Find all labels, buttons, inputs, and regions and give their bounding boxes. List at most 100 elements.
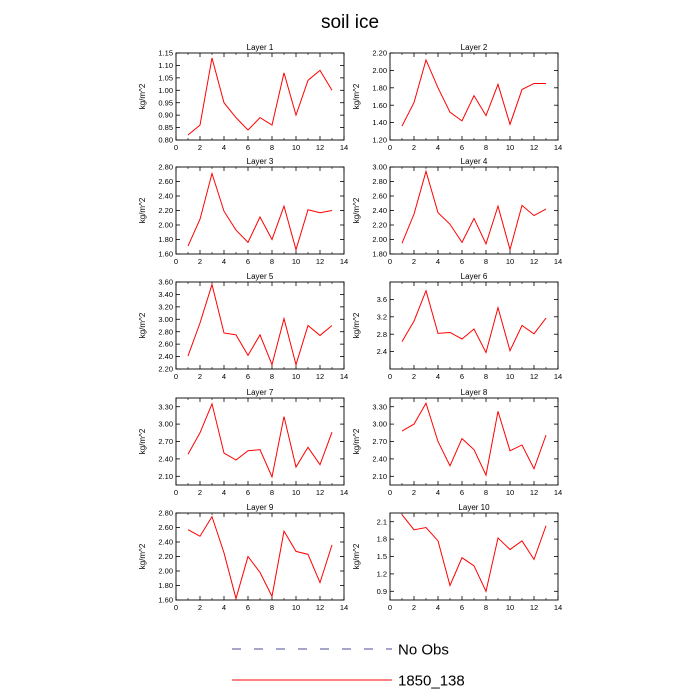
- y-tick-label: 2.20: [158, 552, 173, 561]
- y-tick-label: 2.80: [158, 327, 173, 336]
- x-tick-label: 8: [270, 372, 274, 381]
- x-tick-label: 4: [222, 372, 226, 381]
- y-axis-label: kg/m^2: [352, 312, 361, 338]
- x-tick-label: 14: [340, 257, 348, 266]
- y-tick-label: 0.9: [377, 587, 387, 596]
- y-tick-label: 1.2: [377, 570, 387, 579]
- y-tick-label: 2.70: [158, 437, 173, 446]
- y-tick-label: 1.10: [158, 61, 173, 70]
- series-line-1850-138: [187, 57, 333, 136]
- x-tick-label: 8: [484, 257, 488, 266]
- x-tick-label: 14: [340, 372, 348, 381]
- x-tick-label: 4: [436, 257, 440, 266]
- x-tick-label: 8: [270, 143, 274, 152]
- series-line-1850-138: [401, 514, 547, 593]
- x-tick-label: 0: [388, 257, 392, 266]
- y-tick-label: 2.1: [377, 517, 387, 526]
- y-tick-label: 2.60: [158, 177, 173, 186]
- y-tick-label: 2.80: [158, 509, 173, 518]
- y-axis-label: kg/m^2: [352, 428, 361, 454]
- series-line-1850-138: [187, 282, 333, 367]
- y-tick-label: 2.10: [158, 472, 173, 481]
- x-tick-label: 2: [198, 257, 202, 266]
- y-tick-label: 2.00: [158, 567, 173, 576]
- y-tick-label: 2.20: [158, 206, 173, 215]
- x-tick-label: 2: [412, 603, 416, 612]
- x-tick-label: 0: [388, 143, 392, 152]
- x-tick-label: 12: [316, 488, 324, 497]
- x-tick-label: 12: [530, 488, 538, 497]
- x-tick-label: 6: [460, 372, 464, 381]
- y-tick-label: 2.00: [372, 66, 387, 75]
- x-tick-label: 12: [530, 372, 538, 381]
- x-tick-label: 6: [460, 603, 464, 612]
- legend-label-2: 1850_138: [398, 673, 465, 690]
- panel-layer-2: Layer 2 0 2 4 6 8 10 12 14 1.20 1.40 1.60 1.80 2.00 2.…: [352, 43, 562, 152]
- panel-layer-5: Layer 5 0 2 4 6 8 10 12 14 2.20 2.40 2.60 2.80 3.00 3.…: [138, 272, 348, 381]
- x-tick-label: 10: [292, 257, 300, 266]
- x-tick-label: 10: [292, 488, 300, 497]
- y-tick-label: 3.2: [377, 312, 387, 321]
- x-tick-label: 14: [554, 143, 562, 152]
- panel-title: Layer 8: [461, 388, 488, 397]
- panel-layer-6: Layer 6 0 2 4 6 8 10 12 14 2.4 2.8 3.2 3.6 kg/m^2: [352, 272, 562, 381]
- y-tick-label: 2.4: [377, 347, 387, 356]
- x-tick-label: 6: [246, 143, 250, 152]
- x-tick-label: 4: [436, 372, 440, 381]
- plot-frame: [175, 166, 345, 255]
- y-tick-label: 2.10: [372, 472, 387, 481]
- x-tick-label: 0: [388, 372, 392, 381]
- plot-frame: [175, 397, 345, 486]
- x-tick-label: 2: [198, 603, 202, 612]
- x-tick-label: 4: [222, 257, 226, 266]
- x-tick-label: 2: [412, 143, 416, 152]
- y-tick-label: 1.5: [377, 552, 387, 561]
- y-tick-label: 3.00: [372, 420, 387, 429]
- y-tick-label: 3.30: [372, 402, 387, 411]
- x-tick-label: 2: [412, 372, 416, 381]
- x-tick-label: 0: [174, 603, 178, 612]
- panel-layer-1: Layer 1 0 2 4 6 8 10 12 14 0.80 0.85 0.90 0.95 1.00 1.…: [138, 43, 348, 152]
- x-tick-label: 4: [436, 143, 440, 152]
- y-tick-label: 3.60: [158, 278, 173, 287]
- y-tick-label: 3.00: [158, 420, 173, 429]
- x-tick-label: 10: [506, 257, 514, 266]
- panel-layer-9: Layer 9 0 2 4 6 8 10 12 14 1.60 1.80 2.00 2.20 2.40 2.…: [138, 503, 348, 612]
- series-line-1850-138: [401, 401, 547, 477]
- x-tick-label: 0: [174, 143, 178, 152]
- x-tick-label: 14: [554, 488, 562, 497]
- x-tick-label: 2: [198, 143, 202, 152]
- x-tick-label: 12: [530, 257, 538, 266]
- panel-title: Layer 5: [247, 272, 274, 281]
- series-line-1850-138: [401, 289, 547, 354]
- x-tick-label: 4: [222, 143, 226, 152]
- y-tick-label: 2.60: [158, 523, 173, 532]
- y-tick-label: 1.80: [158, 581, 173, 590]
- y-tick-label: 1.60: [158, 596, 173, 605]
- x-tick-label: 6: [460, 143, 464, 152]
- y-tick-label: 3.6: [377, 295, 387, 304]
- y-tick-label: 0.85: [158, 123, 173, 132]
- panel-title: Layer 6: [461, 272, 488, 281]
- x-tick-label: 2: [198, 488, 202, 497]
- x-tick-label: 14: [340, 603, 348, 612]
- x-tick-label: 14: [340, 488, 348, 497]
- panel-layer-8: Layer 8 0 2 4 6 8 10 12 14 2.10 2.40 2.70 3.00 3.30 kg…: [352, 388, 562, 497]
- x-tick-label: 6: [246, 372, 250, 381]
- x-tick-label: 2: [412, 488, 416, 497]
- x-tick-label: 14: [554, 257, 562, 266]
- y-tick-label: 1.8: [377, 535, 387, 544]
- x-tick-label: 2: [198, 372, 202, 381]
- panel-title: Layer 7: [247, 388, 274, 397]
- y-tick-label: 1.80: [158, 235, 173, 244]
- y-tick-label: 1.60: [372, 101, 387, 110]
- panel-title: Layer 1: [247, 43, 274, 52]
- panel-layer-7: Layer 7 0 2 4 6 8 10 12 14 2.10 2.40 2.70 3.00 3.30 kg…: [138, 388, 348, 497]
- series-line-1850-138: [401, 169, 547, 252]
- y-tick-label: 1.80: [372, 83, 387, 92]
- panel-layer-4: Layer 4 0 2 4 6 8 10 12 14 1.80 2.00 2.20 2.40 2.60 2.…: [352, 157, 562, 266]
- x-tick-label: 8: [484, 603, 488, 612]
- x-tick-label: 6: [246, 603, 250, 612]
- legend: No Obs 1850_138: [232, 642, 465, 690]
